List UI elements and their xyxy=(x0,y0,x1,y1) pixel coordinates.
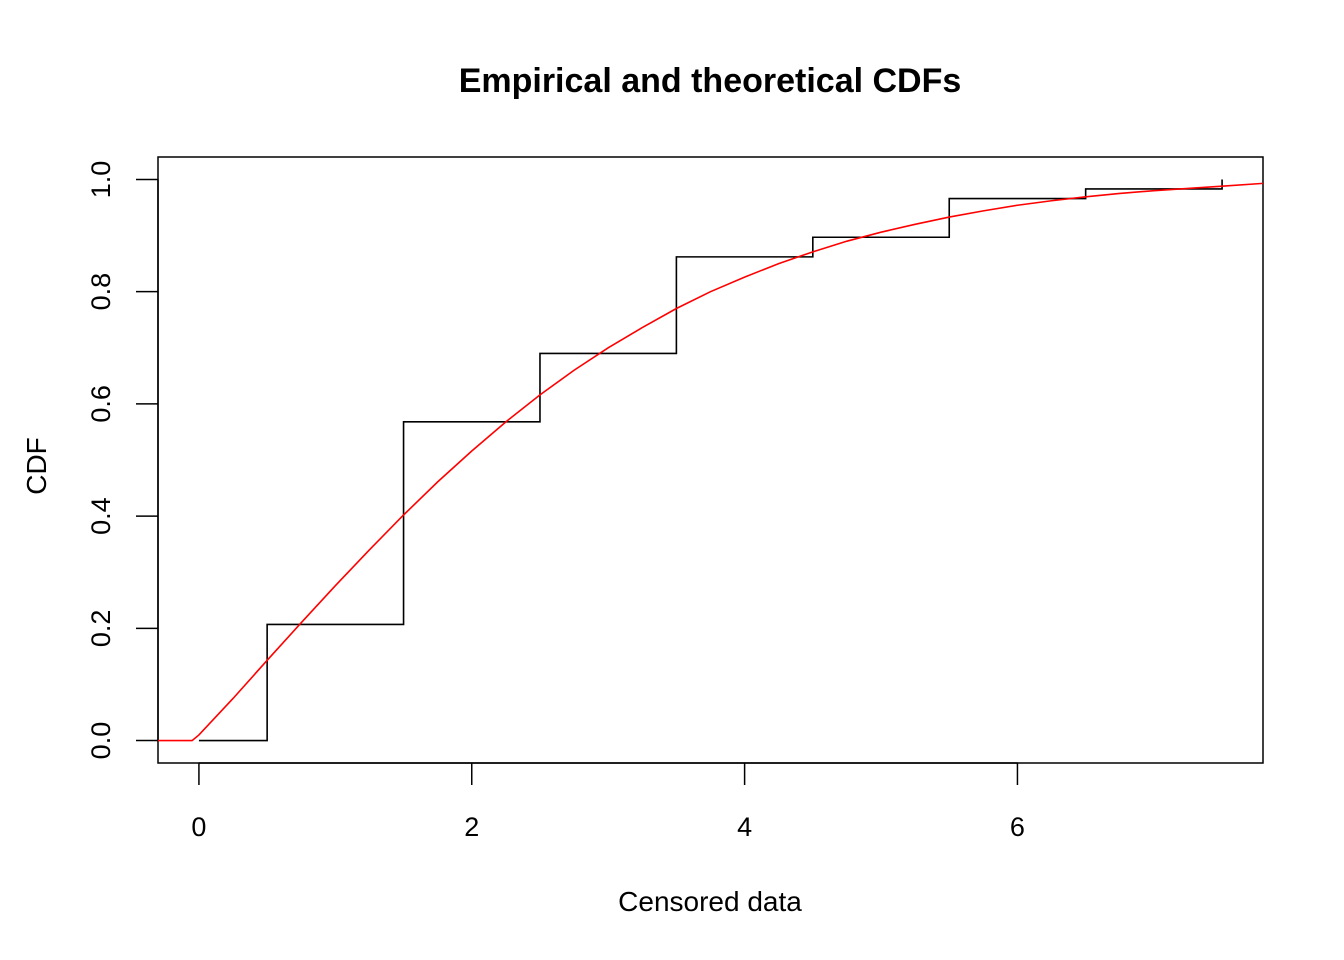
x-tick-label: 2 xyxy=(464,812,479,842)
x-tick-label: 6 xyxy=(1010,812,1025,842)
series-layer xyxy=(158,179,1264,742)
y-tick-label: 0.6 xyxy=(86,385,116,423)
y-tick-label: 0.2 xyxy=(86,610,116,648)
y-tick-label: 0.4 xyxy=(86,497,116,535)
x-axis-label: Censored data xyxy=(618,886,802,917)
y-tick-label: 1.0 xyxy=(86,161,116,199)
y-tick-label: 0.8 xyxy=(86,273,116,311)
y-axis: 0.0 0.2 0.4 0.6 0.8 1.0 xyxy=(86,161,159,760)
y-axis-label: CDF xyxy=(21,437,52,495)
plot-frame xyxy=(157,156,1264,764)
empirical-cdf-line xyxy=(198,179,1223,742)
chart-title: Empirical and theoretical CDFs xyxy=(459,62,962,100)
x-axis: 0 2 4 6 xyxy=(191,762,1025,842)
y-tick-label: 0.0 xyxy=(86,722,116,760)
x-tick-label: 0 xyxy=(191,812,206,842)
x-tick-label: 4 xyxy=(737,812,752,842)
theoretical-cdf-line xyxy=(158,182,1264,742)
